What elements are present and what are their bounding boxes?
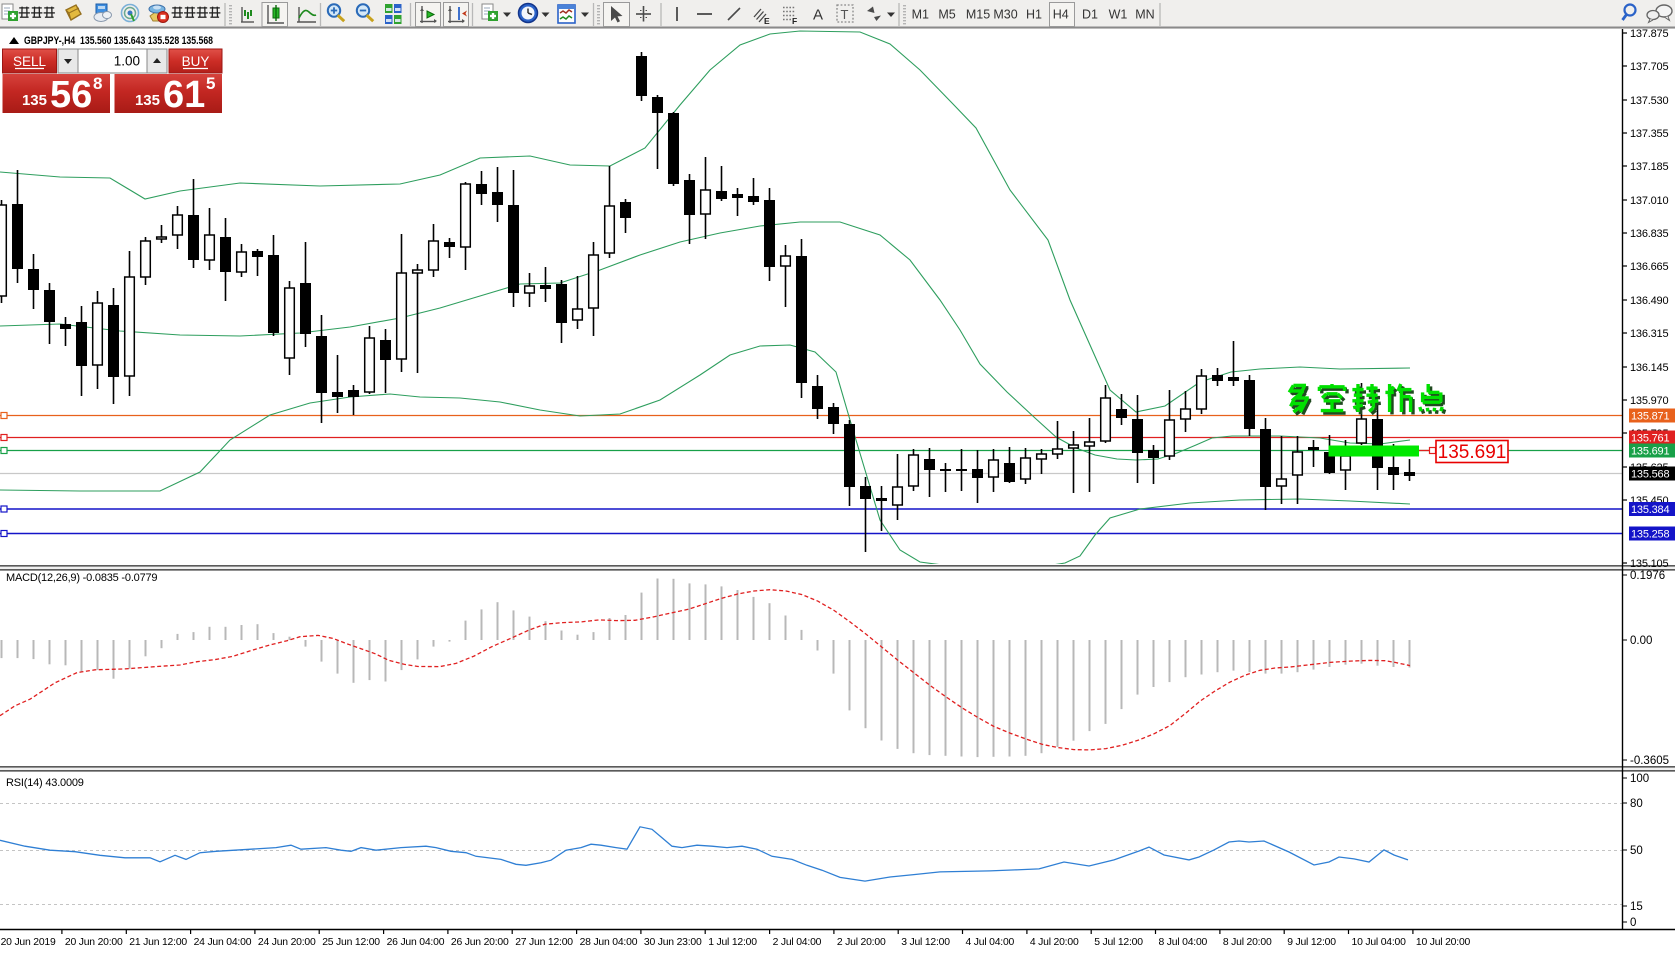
svg-text:20 Jun 2019: 20 Jun 2019 bbox=[1, 937, 56, 948]
svg-text:135.691: 135.691 bbox=[1631, 446, 1669, 458]
svg-text:136.835: 136.835 bbox=[1630, 228, 1668, 240]
svg-text:137.355: 137.355 bbox=[1630, 128, 1668, 140]
svg-text:9 Jul 12:00: 9 Jul 12:00 bbox=[1287, 937, 1336, 948]
svg-text:21 Jun 12:00: 21 Jun 12:00 bbox=[129, 937, 187, 948]
svg-text:137.705: 137.705 bbox=[1630, 61, 1668, 73]
svg-text:MN: MN bbox=[1135, 8, 1154, 22]
svg-text:26 Jun 20:00: 26 Jun 20:00 bbox=[451, 937, 509, 948]
svg-text:H1: H1 bbox=[1026, 8, 1042, 22]
svg-text:135: 135 bbox=[22, 92, 47, 109]
svg-text:137.530: 137.530 bbox=[1630, 95, 1668, 107]
svg-text:M5: M5 bbox=[938, 8, 955, 22]
svg-text:80: 80 bbox=[1630, 798, 1643, 810]
svg-text:SELL: SELL bbox=[13, 54, 47, 69]
svg-text:10 Jul 20:00: 10 Jul 20:00 bbox=[1416, 937, 1471, 948]
svg-text:-0.3605: -0.3605 bbox=[1630, 755, 1669, 767]
svg-text:W1: W1 bbox=[1109, 8, 1128, 22]
svg-text:135.568: 135.568 bbox=[1631, 469, 1669, 481]
svg-text:8 Jul 20:00: 8 Jul 20:00 bbox=[1223, 937, 1272, 948]
svg-text:2 Jul 04:00: 2 Jul 04:00 bbox=[773, 937, 822, 948]
svg-text:136.665: 136.665 bbox=[1630, 261, 1668, 273]
svg-text:136.490: 136.490 bbox=[1630, 295, 1668, 307]
svg-text:4 Jul 20:00: 4 Jul 20:00 bbox=[1030, 937, 1079, 948]
svg-text:15: 15 bbox=[1630, 901, 1643, 913]
svg-text:3 Jul 12:00: 3 Jul 12:00 bbox=[901, 937, 950, 948]
svg-text:137.185: 137.185 bbox=[1630, 161, 1668, 173]
svg-text:136.315: 136.315 bbox=[1630, 328, 1668, 340]
svg-text:0.1976: 0.1976 bbox=[1630, 570, 1665, 582]
svg-text:137.010: 137.010 bbox=[1630, 195, 1668, 207]
svg-text:10 Jul 04:00: 10 Jul 04:00 bbox=[1352, 937, 1407, 948]
svg-text:20 Jun 20:00: 20 Jun 20:00 bbox=[65, 937, 123, 948]
svg-text:135.970: 135.970 bbox=[1630, 395, 1668, 407]
svg-text:T: T bbox=[841, 7, 849, 22]
svg-text:61: 61 bbox=[163, 74, 205, 116]
svg-text:25 Jun 12:00: 25 Jun 12:00 bbox=[322, 937, 380, 948]
svg-text:135.384: 135.384 bbox=[1631, 504, 1669, 516]
svg-text:0.00: 0.00 bbox=[1630, 635, 1652, 647]
svg-text:1.00: 1.00 bbox=[114, 54, 140, 69]
svg-text:A: A bbox=[813, 7, 823, 24]
svg-text:135.258: 135.258 bbox=[1631, 529, 1669, 541]
svg-text:5: 5 bbox=[206, 74, 215, 93]
svg-text:27 Jun 12:00: 27 Jun 12:00 bbox=[515, 937, 573, 948]
svg-text:E: E bbox=[764, 16, 770, 26]
svg-text:MACD(12,26,9) -0.0835 -0.0779: MACD(12,26,9) -0.0835 -0.0779 bbox=[6, 572, 157, 584]
svg-text:56: 56 bbox=[50, 74, 92, 116]
svg-text:135: 135 bbox=[135, 92, 160, 109]
svg-text:4 Jul 04:00: 4 Jul 04:00 bbox=[966, 937, 1015, 948]
svg-text:100: 100 bbox=[1630, 773, 1649, 785]
svg-text:8: 8 bbox=[93, 74, 102, 93]
svg-text:8 Jul 04:00: 8 Jul 04:00 bbox=[1159, 937, 1208, 948]
svg-text:1 Jul 12:00: 1 Jul 12:00 bbox=[708, 937, 757, 948]
svg-text:26 Jun 04:00: 26 Jun 04:00 bbox=[387, 937, 445, 948]
svg-text:GBPJPY-,H4 135.560 135.643 13: GBPJPY-,H4 135.560 135.643 135.528 135.5… bbox=[24, 35, 213, 47]
svg-text:135.105: 135.105 bbox=[1630, 558, 1668, 570]
svg-text:24 Jun 20:00: 24 Jun 20:00 bbox=[258, 937, 316, 948]
svg-text:BUY: BUY bbox=[182, 54, 210, 69]
svg-text:30 Jun 23:00: 30 Jun 23:00 bbox=[644, 937, 702, 948]
svg-text:RSI(14) 43.0009: RSI(14) 43.0009 bbox=[6, 777, 84, 789]
svg-text:M15: M15 bbox=[966, 8, 990, 22]
svg-text:M30: M30 bbox=[993, 8, 1017, 22]
svg-text:0: 0 bbox=[1630, 917, 1636, 929]
svg-text:50: 50 bbox=[1630, 845, 1643, 857]
svg-text:135.761: 135.761 bbox=[1631, 433, 1669, 445]
svg-text:24 Jun 04:00: 24 Jun 04:00 bbox=[194, 937, 252, 948]
svg-text:136.145: 136.145 bbox=[1630, 362, 1668, 374]
svg-text:M1: M1 bbox=[912, 8, 929, 22]
svg-text:5 Jul 12:00: 5 Jul 12:00 bbox=[1094, 937, 1143, 948]
svg-text:F: F bbox=[792, 16, 797, 26]
svg-text:135.691: 135.691 bbox=[1438, 442, 1507, 463]
svg-text:H4: H4 bbox=[1053, 8, 1069, 22]
svg-text:D1: D1 bbox=[1082, 8, 1098, 22]
svg-text:135.871: 135.871 bbox=[1631, 411, 1669, 423]
svg-text:28 Jun 04:00: 28 Jun 04:00 bbox=[580, 937, 638, 948]
svg-text:2 Jul 20:00: 2 Jul 20:00 bbox=[837, 937, 886, 948]
